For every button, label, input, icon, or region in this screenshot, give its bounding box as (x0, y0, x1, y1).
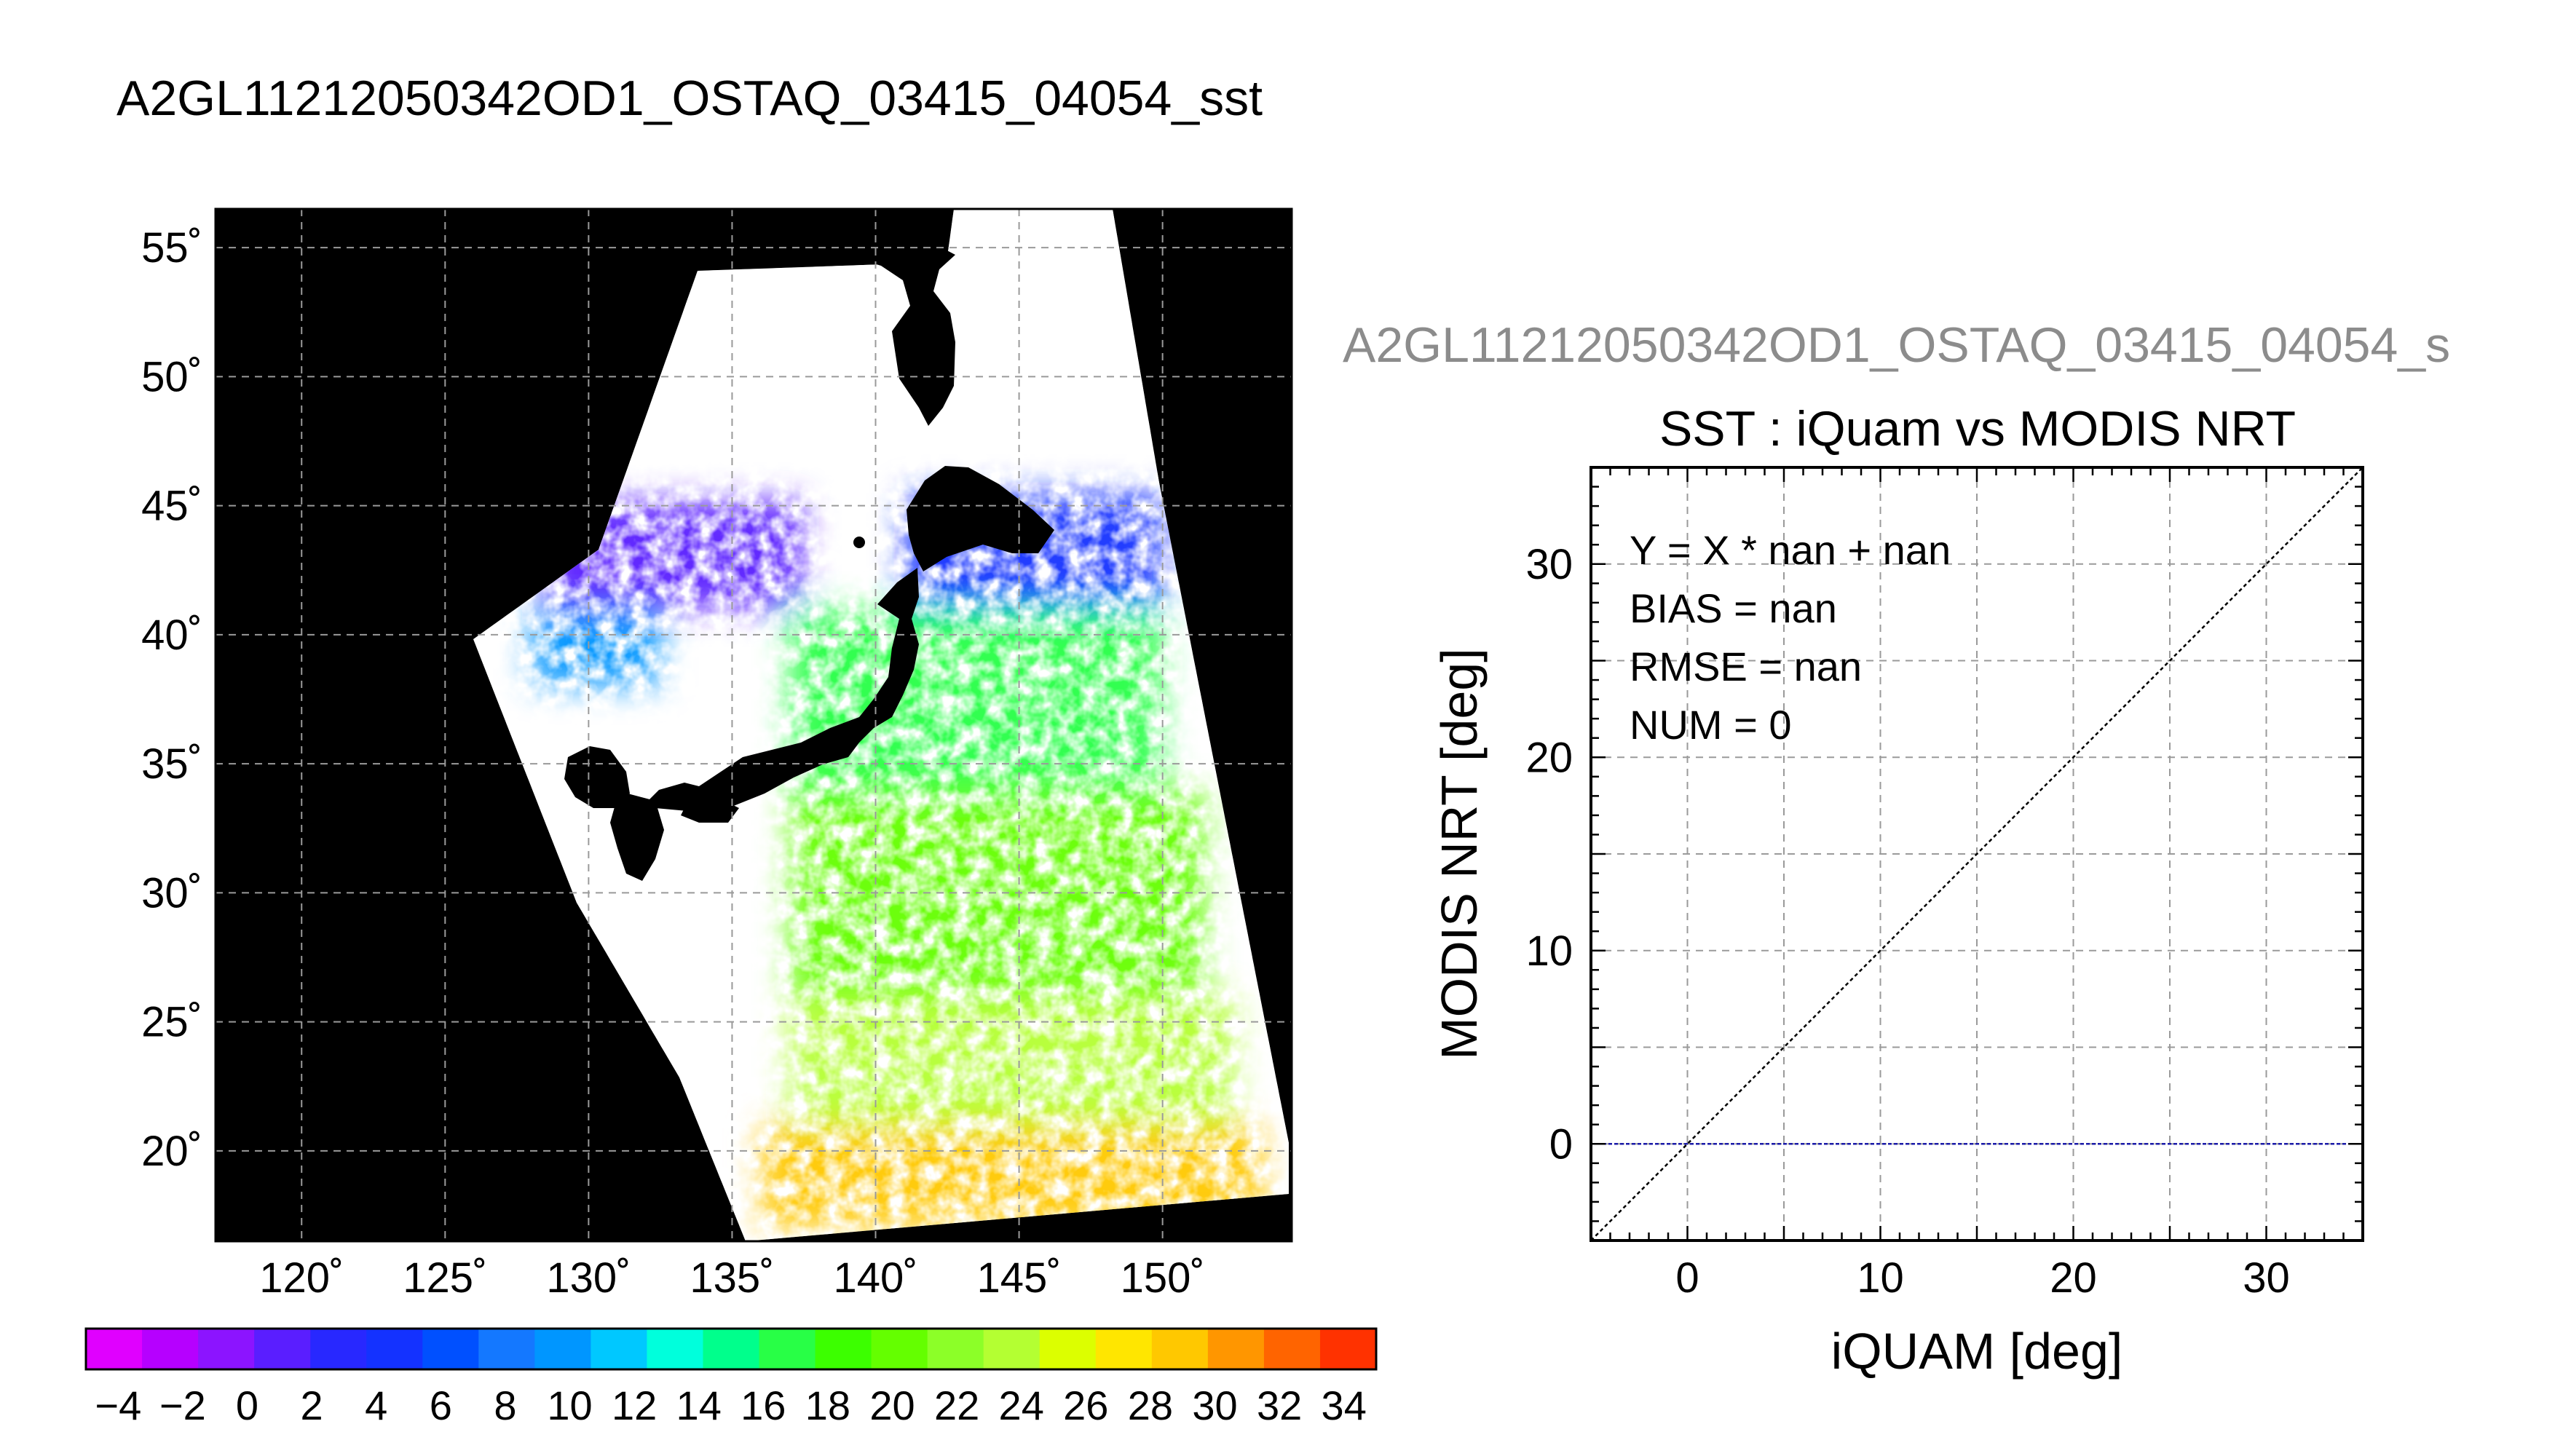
colorbar-cell (310, 1329, 367, 1369)
colorbar: −4 −2 0 2 4 6 8 10 12 14 16 18 20 22 24 26 28 30 32 34 (84, 1327, 1378, 1428)
colorbar-cell (478, 1329, 535, 1369)
map-y-tick-label: 55˚ (141, 224, 202, 272)
map-x-tick-label: 150˚ (1121, 1254, 1205, 1302)
colorbar-tick-label: 14 (676, 1382, 722, 1428)
land-small-island (853, 537, 865, 548)
scatter-title: SST : iQuam vs MODIS NRT (1659, 401, 2296, 456)
colorbar-tick-label: 2 (301, 1382, 323, 1428)
one-to-one-line (1590, 467, 2364, 1241)
colorbar-cell (86, 1329, 143, 1369)
scatter-y-tick-label: 30 (1525, 541, 1573, 588)
map-x-tick-label: 140˚ (833, 1254, 917, 1302)
scatter-gridlines (1591, 467, 2363, 1241)
colorbar-cell (1207, 1329, 1265, 1369)
scatter-y-tick-label: 10 (1525, 927, 1573, 975)
colorbar-cell (591, 1329, 648, 1369)
colorbar-tick-label: 16 (741, 1382, 786, 1428)
scatter-x-axis-label: iQUAM [deg] (1831, 1323, 2123, 1380)
land-hokkaido (907, 466, 1054, 571)
colorbar-cell (647, 1329, 704, 1369)
colorbar-cell (983, 1329, 1040, 1369)
map-y-tick-label: 45˚ (141, 483, 202, 530)
colorbar-tick-label: 26 (1063, 1382, 1108, 1428)
colorbar-frame (84, 1327, 1378, 1371)
colorbar-tick-label: −4 (95, 1382, 141, 1428)
scatter-y-axis-label: MODIS NRT [deg] (1431, 648, 1488, 1059)
scatter-x-tick-label: 10 (1857, 1254, 1904, 1302)
map-x-tick-label: 130˚ (546, 1254, 631, 1302)
colorbar-cell (422, 1329, 479, 1369)
colorbar-cell (1263, 1329, 1321, 1369)
scatter-x-tick-label: 30 (2243, 1254, 2290, 1302)
map-y-tick-label: 35˚ (141, 740, 202, 788)
colorbar-tick-label: 8 (494, 1382, 516, 1428)
stats-line-rmse: RMSE = nan (1630, 644, 1862, 689)
map-y-tick-label: 20˚ (141, 1128, 202, 1175)
scatter-y-tick-label: 20 (1525, 734, 1573, 781)
scatter-panel-header: A2GL11212050342OD1_OSTAQ_03415_04054_s (1343, 317, 2450, 373)
colorbar-tick-label: 28 (1128, 1382, 1173, 1428)
colorbar-cell (815, 1329, 872, 1369)
colorbar-tick-label: 0 (236, 1382, 258, 1428)
map-y-tick-label: 25˚ (141, 999, 202, 1046)
map-y-tick-label: 30˚ (141, 869, 202, 917)
scatter-y-tick-label: 0 (1549, 1120, 1573, 1168)
map-x-tick-label: 120˚ (259, 1254, 344, 1302)
figure-title: A2GL11212050342OD1_OSTAQ_03415_04054_sst (117, 71, 1263, 126)
map-x-tick-label: 125˚ (403, 1254, 487, 1302)
sst-map-panel: 120˚ 125˚ 130˚ 135˚ 140˚ 145˚ 150˚ 20˚ 25˚ 30˚ 35˚… (141, 207, 1293, 1302)
land-kyushu (610, 794, 664, 881)
colorbar-tick-label: 34 (1322, 1382, 1367, 1428)
colorbar-cell (142, 1329, 199, 1369)
colorbar-cell (534, 1329, 591, 1369)
colorbar-tick-label: 6 (430, 1382, 452, 1428)
colorbar-tick-label: 22 (934, 1382, 979, 1428)
colorbar-cell (871, 1329, 928, 1369)
map-x-tick-label: 145˚ (977, 1254, 1062, 1302)
land-mask (564, 240, 1054, 881)
colorbar-cell (366, 1329, 423, 1369)
colorbar-tick-label: 30 (1192, 1382, 1237, 1428)
colorbar-cell (703, 1329, 760, 1369)
land-small-island (591, 501, 612, 521)
colorbar-tick-label: 32 (1257, 1382, 1302, 1428)
scatter-stats: Y = X * nan + nan BIAS = nan RMSE = nan … (1630, 527, 1951, 748)
map-x-tick-label: 135˚ (690, 1254, 774, 1302)
scatter-ticks: 0 10 20 30 0 10 20 30 (1525, 466, 2364, 1302)
colorbar-tick-label: 20 (869, 1382, 915, 1428)
land-honshu (648, 568, 919, 812)
stats-line-num: NUM = 0 (1630, 702, 1792, 748)
scatter-x-tick-label: 0 (1675, 1254, 1699, 1302)
map-gridlines (216, 209, 1292, 1241)
stats-line-fit: Y = X * nan + nan (1630, 527, 1951, 573)
land-sakhalin (732, 240, 955, 426)
colorbar-tick-label: 24 (999, 1382, 1044, 1428)
colorbar-cell (759, 1329, 816, 1369)
colorbar-cell (254, 1329, 311, 1369)
colorbar-tick-label: −2 (159, 1382, 206, 1428)
land-shikoku (681, 797, 739, 823)
map-frame (214, 207, 1293, 1243)
colorbar-tick-label: 4 (365, 1382, 387, 1428)
stats-line-bias: BIAS = nan (1630, 585, 1837, 631)
colorbar-tick-label: 18 (805, 1382, 850, 1428)
colorbar-tick-label: 10 (547, 1382, 592, 1428)
colorbar-tick-label: 12 (612, 1382, 657, 1428)
land-korea (564, 746, 630, 808)
colorbar-cell (1151, 1329, 1209, 1369)
colorbar-cell (927, 1329, 984, 1369)
scatter-x-tick-label: 20 (2050, 1254, 2097, 1302)
colorbar-cell (1095, 1329, 1153, 1369)
map-y-tick-label: 50˚ (141, 353, 202, 400)
map-y-tick-label: 40˚ (141, 612, 202, 659)
colorbar-labels: −4 −2 0 2 4 6 8 10 12 14 16 18 20 22 24 26 28 30 32 34 (95, 1382, 1366, 1428)
scatter-panel: SST : iQuam vs MODIS NRT 0 10 20 300102030 … (1431, 401, 2364, 1380)
map-tick-labels: 120˚ 125˚ 130˚ 135˚ 140˚ 145˚ 150˚ 20˚ 25˚ 30˚ 35˚… (141, 224, 1205, 1302)
colorbar-cell (1319, 1329, 1377, 1369)
colorbar-cell (198, 1329, 255, 1369)
colorbar-cell (1039, 1329, 1097, 1369)
